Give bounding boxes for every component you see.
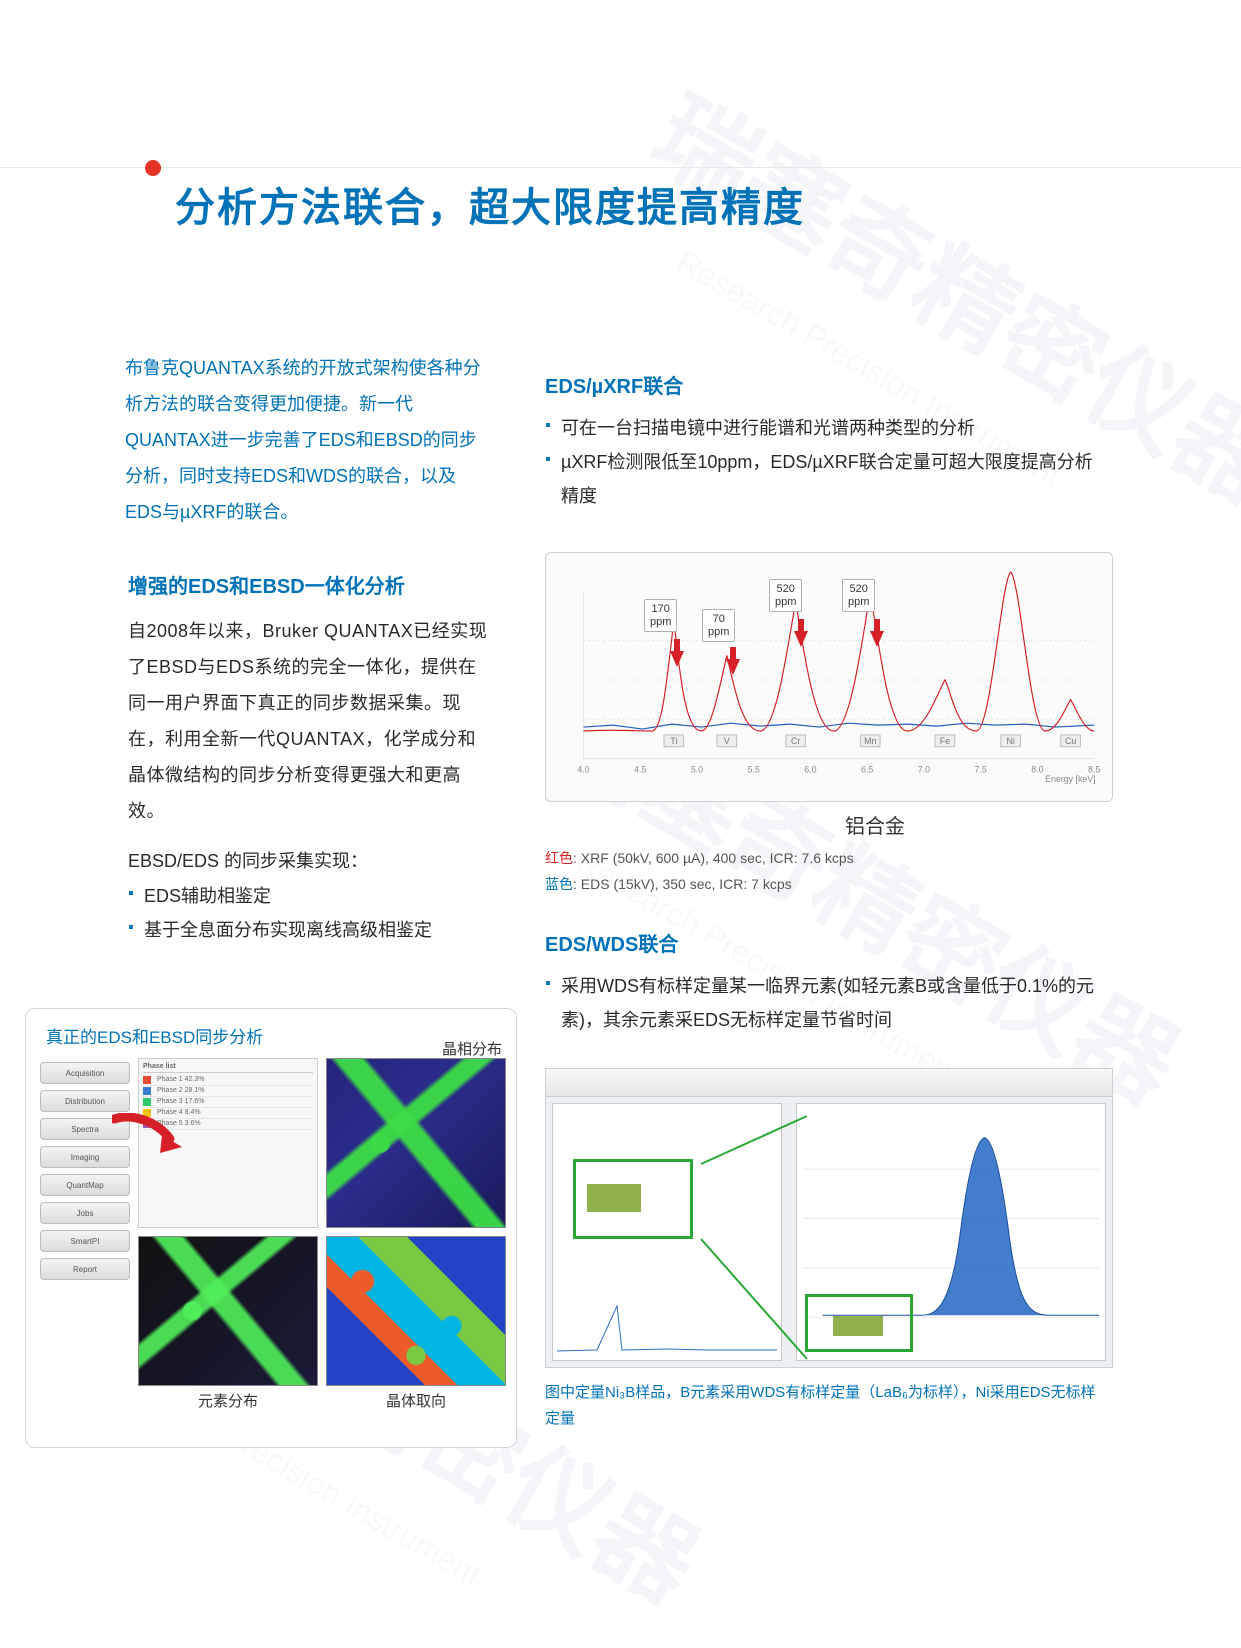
- arrow-icon: [870, 631, 884, 647]
- panel-button: Acquisition: [40, 1062, 130, 1084]
- element-chip: [587, 1184, 641, 1212]
- curved-arrow-icon: [112, 1113, 182, 1153]
- svg-text:7.5: 7.5: [975, 764, 987, 774]
- screenshot-right-pane: [796, 1103, 1106, 1361]
- title-bullet-dot: [145, 160, 161, 176]
- panel-button: Report: [40, 1258, 130, 1280]
- eds-wds-heading: EDS/WDS联合: [545, 928, 1110, 957]
- list-item: µXRF检测限低至10ppm，EDS/µXRF联合定量可超大限度提高分析精度: [545, 445, 1110, 513]
- svg-text:Cr: Cr: [791, 736, 800, 746]
- panel-button: Distribution: [40, 1090, 130, 1112]
- panel-toolbar: AcquisitionDistributionSpectraImagingQua…: [40, 1058, 130, 1406]
- spectrum-chart: 4.0 4.5 5.0 5.5 6.0 6.5 7.0 7.5 8.0 8.5 Energy [k…: [545, 552, 1113, 802]
- svg-text:4.0: 4.0: [577, 764, 589, 774]
- title-rule: [0, 167, 1241, 168]
- map-label-element: 元素分布: [138, 1390, 318, 1411]
- orientation-map-image: [326, 1236, 506, 1386]
- svg-text:Mn: Mn: [864, 736, 876, 746]
- panel-button: Jobs: [40, 1202, 130, 1224]
- callout-520ppm-1: 520ppm: [769, 579, 802, 612]
- spectrum-legend-red: 红色: XRF (50kV, 600 µA), 400 sec, ICR: 7.…: [545, 846, 854, 871]
- map-label-phase: 晶相分布: [442, 1038, 502, 1059]
- svg-text:7.0: 7.0: [918, 764, 930, 774]
- section-eds-ebsd: 增强的EDS和EBSD一体化分析 自2008年以来，Bruker QUANTAX…: [128, 570, 488, 947]
- panel-button: QuantMap: [40, 1174, 130, 1196]
- svg-text:Ni: Ni: [1007, 736, 1015, 746]
- list-item: 可在一台扫描电镜中进行能谱和光谱两种类型的分析: [545, 411, 1110, 445]
- arrow-icon: [670, 651, 684, 667]
- svg-text:8.0: 8.0: [1031, 764, 1043, 774]
- svg-text:Cu: Cu: [1065, 736, 1076, 746]
- callout-70ppm: 70ppm: [702, 609, 735, 642]
- panel-button: SmartPI: [40, 1230, 130, 1252]
- callout-520ppm-2: 520ppm: [842, 579, 875, 612]
- spectrum-svg: 4.0 4.5 5.0 5.5 6.0 6.5 7.0 7.5 8.0 8.5 Energy [k…: [554, 561, 1104, 793]
- eds-wds-bullets: 采用WDS有标样定量某一临界元素(如轻元素B或含量低于0.1%的元素)，其余元素…: [545, 969, 1110, 1037]
- svg-text:6.5: 6.5: [861, 764, 873, 774]
- screenshot-toolbar: [546, 1069, 1112, 1097]
- wds-software-screenshot: [545, 1068, 1113, 1368]
- svg-text:Ti: Ti: [670, 736, 677, 746]
- svg-text:5.0: 5.0: [691, 764, 703, 774]
- arrow-icon: [726, 659, 740, 675]
- svg-text:Fe: Fe: [940, 736, 950, 746]
- panel-title: 真正的EDS和EBSD同步分析: [46, 1023, 502, 1048]
- element-chip: [833, 1316, 883, 1336]
- section-eds-wds: EDS/WDS联合 采用WDS有标样定量某一临界元素(如轻元素B或含量低于0.1…: [545, 928, 1110, 1037]
- eds-uxrf-heading: EDS/µXRF联合: [545, 370, 1110, 399]
- callout-170ppm: 170ppm: [644, 599, 677, 632]
- eds-ebsd-heading: 增强的EDS和EBSD一体化分析: [128, 570, 488, 599]
- svg-text:V: V: [724, 736, 730, 746]
- svg-text:8.5: 8.5: [1088, 764, 1100, 774]
- svg-text:4.5: 4.5: [634, 764, 646, 774]
- eds-ebsd-panel: 真正的EDS和EBSD同步分析 Acquisition Distribution S…: [25, 1008, 517, 1448]
- list-item: 基于全息面分布实现离线高级相鉴定: [128, 913, 488, 947]
- svg-text:Energy [keV]: Energy [keV]: [1045, 774, 1096, 784]
- spectrum-caption: 铝合金: [845, 810, 905, 839]
- svg-text:6.0: 6.0: [804, 764, 816, 774]
- section-eds-uxrf: EDS/µXRF联合 可在一台扫描电镜中进行能谱和光谱两种类型的分析 µXRF检…: [545, 370, 1110, 514]
- phase-map-image: [326, 1058, 506, 1228]
- eds-ebsd-body: 自2008年以来，Bruker QUANTAX已经实现了EBSD与EDS系统的完…: [128, 613, 488, 829]
- arrow-icon: [794, 631, 808, 647]
- spectrum-legend-blue: 蓝色: EDS (15kV), 350 sec, ICR: 7 kcps: [545, 872, 792, 897]
- svg-text:5.5: 5.5: [748, 764, 760, 774]
- wds-caption: 图中定量Ni₃B样品，B元素采用WDS有标样定量（LaB₆为标样），Ni采用ED…: [545, 1380, 1105, 1431]
- list-item: 采用WDS有标样定量某一临界元素(如轻元素B或含量低于0.1%的元素)，其余元素…: [545, 969, 1110, 1037]
- eds-uxrf-bullets: 可在一台扫描电镜中进行能谱和光谱两种类型的分析 µXRF检测限低至10ppm，E…: [545, 411, 1110, 514]
- list-item: EDS辅助相鉴定: [128, 879, 488, 913]
- element-map-image: [138, 1236, 318, 1386]
- eds-ebsd-sublist-intro: EBSD/EDS 的同步采集实现：: [128, 847, 488, 873]
- eds-ebsd-bullets: EDS辅助相鉴定 基于全息面分布实现离线高级相鉴定: [128, 879, 488, 947]
- page-title: 分析方法联合，超大限度提高精度: [175, 175, 805, 233]
- intro-paragraph: 布鲁克QUANTAX系统的开放式架构使各种分析方法的联合变得更加便捷。新一代QU…: [125, 350, 485, 530]
- screenshot-left-pane: [552, 1103, 782, 1361]
- map-label-orientation: 晶体取向: [326, 1390, 506, 1411]
